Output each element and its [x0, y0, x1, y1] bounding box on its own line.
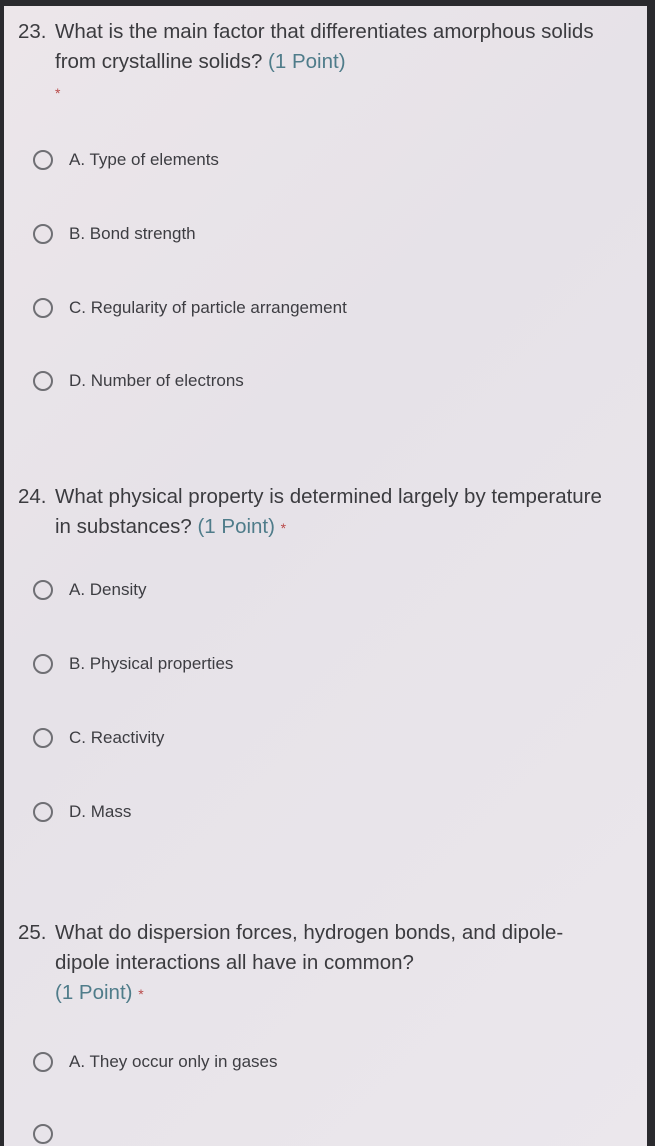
question-text: What do dispersion forces, hydrogen bond… [55, 921, 564, 974]
radio-icon[interactable] [33, 371, 53, 391]
question-24: 24. What physical property is determined… [18, 482, 635, 543]
option-label: D. Number of electrons [69, 371, 244, 390]
question-23: 23. What is the main factor that differe… [18, 17, 635, 108]
radio-icon[interactable] [33, 1124, 53, 1144]
option-24-a[interactable]: A. Density [33, 580, 146, 600]
required-marker: * [138, 986, 144, 1002]
option-25-b-partial[interactable] [33, 1124, 69, 1144]
radio-icon[interactable] [33, 298, 53, 318]
option-label: C. Regularity of particle arrangement [69, 298, 347, 317]
option-24-c[interactable]: C. Reactivity [33, 728, 164, 748]
option-23-a[interactable]: A. Type of elements [33, 150, 219, 170]
required-marker: * [280, 520, 287, 536]
option-label: A. Type of elements [69, 150, 219, 169]
option-label: B. Physical properties [69, 654, 234, 673]
question-points: (1 Point) [55, 981, 133, 1004]
radio-icon[interactable] [33, 224, 53, 244]
question-points: (1 Point) [197, 515, 275, 538]
option-25-a[interactable]: A. They occur only in gases [33, 1052, 278, 1072]
question-text: What physical property is determined lar… [55, 485, 602, 538]
required-marker: * [55, 85, 61, 101]
radio-icon[interactable] [33, 150, 53, 170]
question-text: What is the main factor that differentia… [55, 20, 594, 73]
question-25: 25. What do dispersion forces, hydrogen … [18, 918, 635, 1009]
question-number: 24. [18, 485, 47, 508]
radio-icon[interactable] [33, 1052, 53, 1072]
radio-icon[interactable] [33, 728, 53, 748]
option-label: A. They occur only in gases [69, 1052, 278, 1071]
radio-icon[interactable] [33, 654, 53, 674]
option-label: A. Density [69, 580, 147, 599]
form-panel [4, 6, 647, 1146]
option-23-b[interactable]: B. Bond strength [33, 224, 196, 244]
option-label: C. Reactivity [69, 728, 165, 747]
question-number: 25. [18, 921, 47, 944]
option-24-d[interactable]: D. Mass [33, 802, 131, 822]
option-label: B. Bond strength [69, 224, 196, 243]
option-24-b[interactable]: B. Physical properties [33, 654, 233, 674]
option-23-c[interactable]: C. Regularity of particle arrangement [33, 298, 347, 318]
option-23-d[interactable]: D. Number of electrons [33, 371, 244, 391]
question-points: (1 Point) [268, 50, 346, 73]
option-label: D. Mass [69, 802, 132, 821]
radio-icon[interactable] [33, 580, 53, 600]
radio-icon[interactable] [33, 802, 53, 822]
question-number: 23. [18, 20, 47, 43]
